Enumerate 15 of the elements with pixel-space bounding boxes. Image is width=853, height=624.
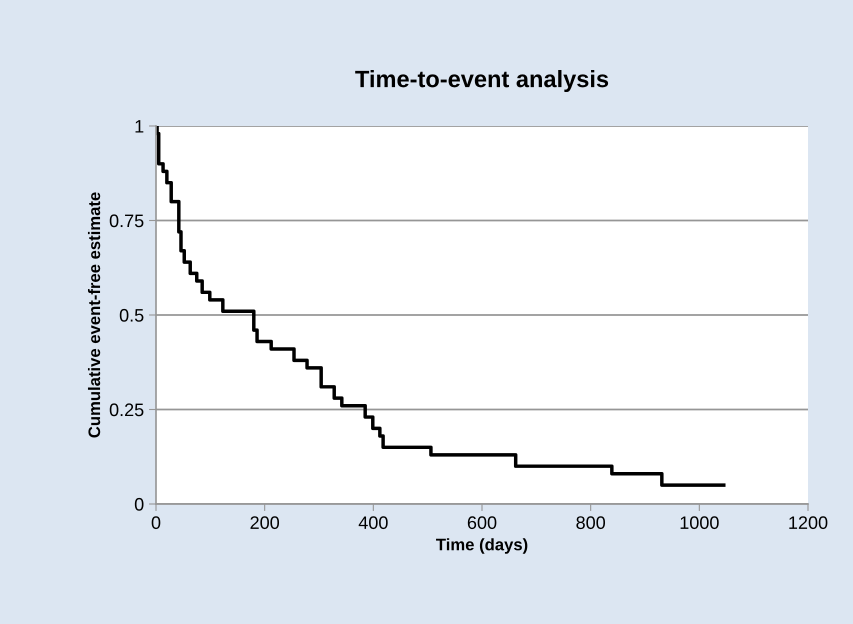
y-tick-label: 0.25 [110,403,144,416]
x-tick-label: 200 [250,516,280,530]
x-axis-title: Time (days) [436,538,528,554]
y-tick-label: 0 [134,498,144,511]
x-tick-label: 1200 [789,516,828,530]
chart-title: Time-to-event analysis [355,70,608,92]
x-tick-label: 1000 [680,516,719,530]
x-tick-label: 0 [152,516,160,530]
y-tick-label: 0.75 [110,214,144,228]
x-tick-label: 400 [358,516,388,530]
y-tick-label: 1 [136,120,144,133]
x-tick-label: 800 [576,516,606,530]
x-tick-label: 600 [468,516,496,530]
y-axis-title: Cumulative event-free estimate [88,192,100,438]
y-tick-label: 0.5 [120,308,144,322]
